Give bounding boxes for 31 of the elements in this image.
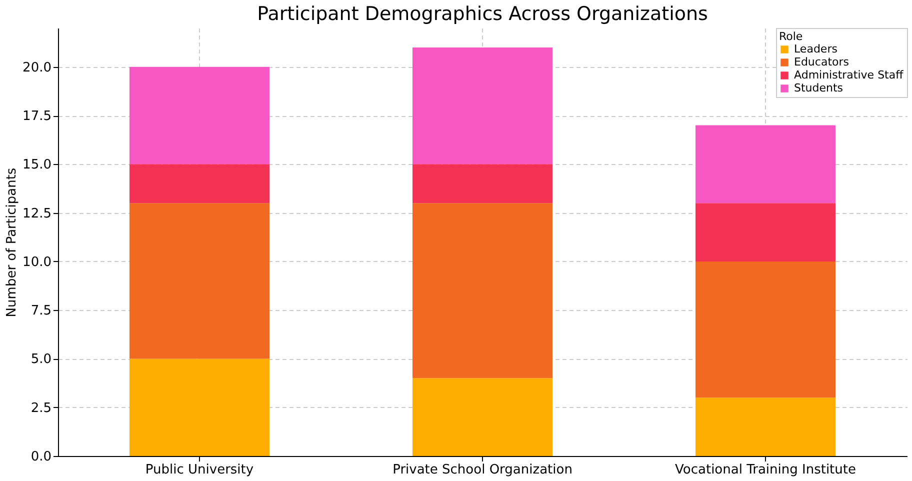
- bar: [130, 203, 270, 359]
- bar: [412, 47, 552, 164]
- bar: [696, 125, 836, 204]
- y-tick-label: 7.5: [30, 304, 52, 319]
- bar: [696, 398, 836, 456]
- y-tick-label: 10.0: [22, 254, 52, 270]
- legend-label: Leaders: [794, 42, 838, 56]
- y-tick-label: 12.5: [22, 206, 52, 222]
- legend-title: Role: [779, 30, 803, 43]
- bar: [130, 164, 270, 204]
- y-tick-label: 5.0: [30, 352, 52, 368]
- legend-label: Educators: [794, 56, 850, 68]
- y-tick-label: 20.0: [22, 60, 52, 76]
- y-axis-title: Number of Participants: [4, 168, 20, 318]
- legend-label: Administrative Staff: [794, 68, 904, 82]
- x-tick-label: Public University: [145, 462, 254, 478]
- y-tick-label: 0.0: [30, 450, 52, 464]
- bar: [130, 358, 270, 456]
- bar: [696, 261, 836, 398]
- y-tick-label: 2.5: [30, 400, 52, 416]
- bar: [412, 164, 552, 204]
- x-tick-label: Vocational Training Institute: [675, 462, 856, 478]
- x-tick-label: Private School Organization: [392, 462, 572, 478]
- legend-label: Students: [794, 82, 844, 94]
- bar: [412, 203, 552, 378]
- bar: [696, 203, 836, 262]
- bar: [130, 66, 270, 164]
- bar: [412, 378, 552, 456]
- y-tick-label: 17.5: [22, 109, 52, 124]
- chart-title: Participant Demographics Across Organizations: [257, 3, 708, 25]
- y-tick-label: 15.0: [22, 158, 52, 173]
